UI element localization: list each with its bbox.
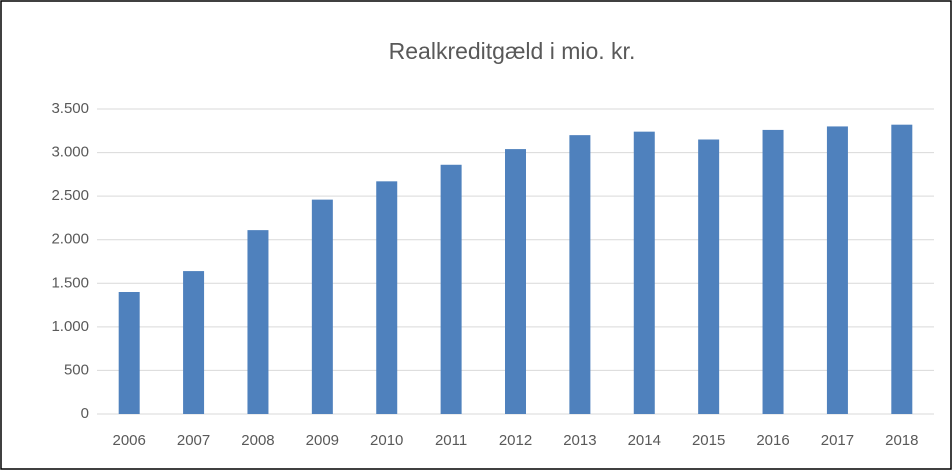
x-tick-label: 2012 <box>499 432 532 449</box>
bar <box>118 292 140 414</box>
x-tick-label: 2007 <box>177 432 210 449</box>
y-tick-label: 1.000 <box>51 318 89 335</box>
x-tick-label: 2008 <box>241 432 274 449</box>
y-tick-label: 500 <box>64 361 89 378</box>
bar <box>311 199 333 414</box>
x-tick-label: 2011 <box>435 432 467 449</box>
bar <box>762 129 784 414</box>
y-tick-label: 0 <box>81 405 89 422</box>
y-tick-label: 2.500 <box>51 187 89 204</box>
bar <box>569 135 591 414</box>
bar <box>183 271 205 414</box>
y-tick-label: 3.500 <box>51 100 89 117</box>
y-tick-label: 3.000 <box>51 144 89 161</box>
y-tick-label: 2.000 <box>51 231 89 248</box>
bar <box>633 131 655 414</box>
bar <box>376 181 398 414</box>
x-tick-label: 2018 <box>885 432 918 449</box>
x-tick-label: 2016 <box>756 432 789 449</box>
x-tick-label: 2009 <box>306 432 339 449</box>
bar <box>505 149 526 415</box>
x-tick-label: 2014 <box>628 432 661 449</box>
x-tick-label: 2010 <box>370 432 403 449</box>
bar <box>247 230 269 414</box>
bar <box>440 164 462 414</box>
bar <box>826 126 848 414</box>
chart-title: Realkreditgæld i mio. kr. <box>389 38 636 64</box>
x-tick-label: 2015 <box>692 432 725 449</box>
x-tick-label: 2017 <box>821 432 854 449</box>
y-tick-label: 1.500 <box>51 274 89 291</box>
bar <box>698 139 720 414</box>
bar <box>891 124 913 414</box>
x-tick-label: 2013 <box>563 432 596 449</box>
x-tick-label: 2006 <box>113 432 146 449</box>
